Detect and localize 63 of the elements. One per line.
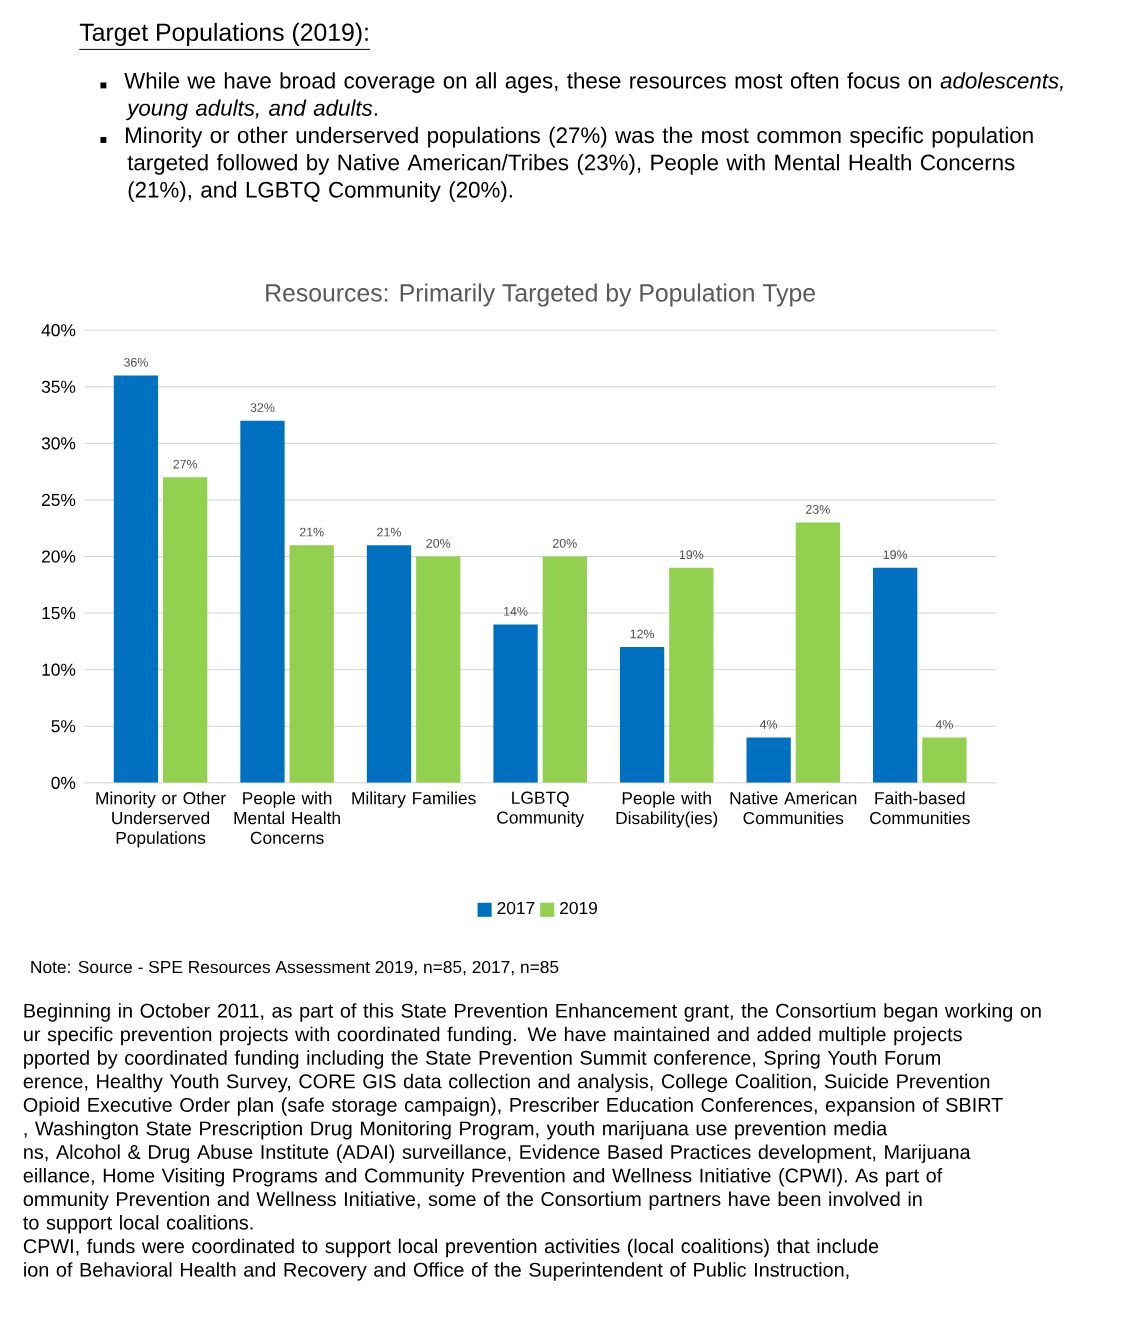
text: Target Populations (2019): — [79, 22, 368, 46]
y-tick-label: 0% — [51, 776, 76, 789]
data-label: 4% — [935, 720, 953, 729]
bar — [366, 545, 411, 783]
data-label: 20% — [552, 538, 577, 548]
legend-label: 2019 — [559, 901, 597, 915]
text: ion of Behavioral Health and Recovery and Office of the Superintendent of Public Instruction, — [23, 1262, 849, 1281]
bar — [668, 567, 714, 783]
y-tick-label: 10% — [42, 663, 76, 676]
text: Note: Source - SPE Resources Assessment 2019, n=85, 2017, n=85 — [31, 960, 559, 976]
data-label: 12% — [630, 629, 654, 639]
text: , Washington State Prescription Drug Monitoring Program, youth marijuana use prevention media — [24, 1120, 888, 1140]
data-label: 21% — [377, 527, 401, 537]
x-tick-label: Military Families — [352, 791, 476, 808]
bar — [113, 375, 158, 783]
bar — [619, 647, 665, 783]
bar — [872, 567, 918, 783]
bar — [542, 556, 587, 783]
bar — [746, 737, 791, 783]
data-label: 20% — [426, 538, 451, 548]
y-tick-label: 20% — [41, 550, 76, 563]
y-tick-label: 40% — [41, 324, 76, 337]
text: erence, Healthy Youth Survey, CORE GIS data collection and analysis, College Coalition, Suicide Prevention — [23, 1073, 989, 1093]
data-label: 19% — [679, 550, 704, 560]
x-tick-label: People with Disability(ies) — [616, 791, 717, 828]
legend-label: 2017 — [497, 901, 535, 915]
data-label: 14% — [503, 606, 528, 616]
y-tick-label: 5% — [51, 720, 76, 733]
text: ommunity Prevention and Wellness Initiative, some of the Consortium partners have been involved in — [23, 1191, 922, 1211]
data-label: 19% — [883, 550, 907, 560]
text: While we have broad coverage on all ages, these resources most often focus on adolescents, young adults, and adults. — [124, 72, 1063, 121]
chart-title: Resources: Primarily Targeted by Population Type — [265, 283, 815, 307]
text: pported by coordinated funding including the State Prevention Summit conference, Spring Youth Forum — [23, 1050, 940, 1069]
y-tick-label: 25% — [41, 493, 76, 507]
x-tick-label: LGBTQ Community — [496, 791, 584, 828]
data-label: 36% — [123, 357, 148, 367]
y-tick-label: 15% — [42, 607, 76, 620]
text: eillance, Home Visiting Programs and Community Prevention and Wellness Initiative (CPWI). As part of — [23, 1167, 943, 1187]
data-label: 21% — [299, 527, 324, 537]
x-tick-label: People with Mental Health Concerns — [234, 791, 340, 844]
data-label: 23% — [805, 505, 830, 514]
bar — [289, 545, 334, 783]
bar — [493, 624, 538, 783]
bar — [415, 556, 461, 783]
x-tick-label: Minority or Other Underserved Populations — [96, 791, 226, 848]
bar — [162, 477, 208, 783]
y-tick-label: 30% — [41, 437, 76, 450]
data-label: 27% — [173, 459, 197, 469]
text: Beginning in October 2011, as part of this State Prevention Enhancement grant, the Consortium began working on — [24, 1003, 1041, 1022]
text: to support local coalitions. — [22, 1215, 253, 1234]
x-tick-label: Native American Communities — [730, 791, 857, 825]
text: Minority or other underserved populations (27%) was the most common specific population targeted followed by Native American/Tribes (23%), People with Mental Health Concerns (21%), and LGBTQ Community (20%). — [125, 126, 1033, 203]
y-tick-label: 35% — [41, 380, 76, 393]
bar — [795, 522, 840, 783]
data-label: 32% — [250, 403, 275, 412]
bar — [922, 737, 967, 783]
x-tick-label: Faith-based Communities — [869, 791, 970, 825]
text: ns, Alcohol & Drug Abuse Institute (ADAI) surveillance, Evidence Based Practices development, Marijuana — [23, 1144, 971, 1163]
data-label: 4% — [759, 720, 777, 729]
text: Opioid Executive Order plan (safe storage campaign), Prescriber Education Conferences, expansion of SBIRT — [23, 1097, 1003, 1116]
text: CPWI, funds were coordinated to support local prevention activities (local coalitions) that include — [23, 1238, 879, 1258]
bar — [240, 420, 285, 783]
text: ur specific prevention projects with coordinated funding. We have maintained and added multiple projects — [23, 1026, 962, 1046]
